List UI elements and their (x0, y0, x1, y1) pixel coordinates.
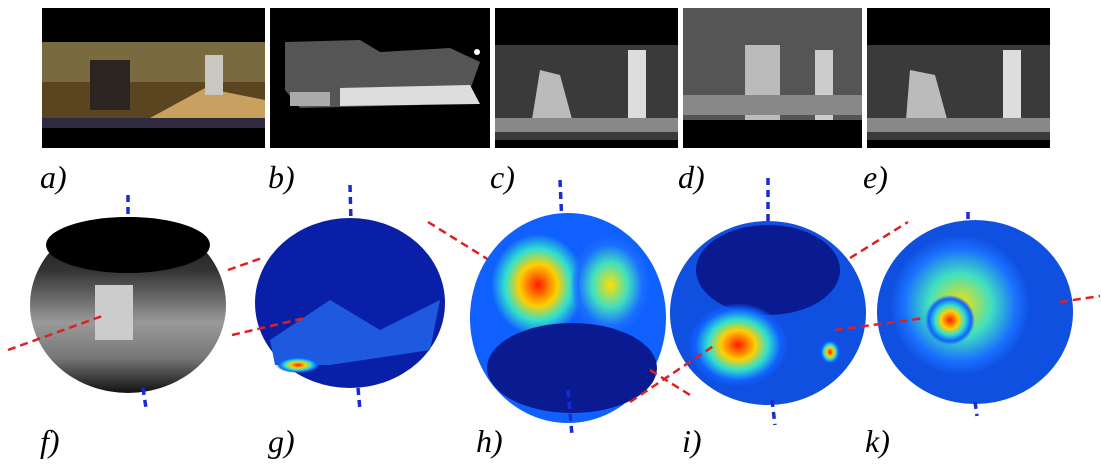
panel-label: a) (40, 159, 67, 195)
panel-c-image (495, 8, 678, 148)
panel-label: e) (863, 159, 888, 195)
panel-f-sphere (8, 195, 262, 408)
panel-label: c) (490, 159, 515, 195)
panel-b-image (270, 8, 490, 148)
panel-g-sphere (232, 185, 445, 410)
panel-label: f) (40, 423, 60, 459)
panel-h-sphere (428, 180, 690, 435)
panel-i-sphere (630, 178, 908, 425)
panel-label: i) (682, 423, 702, 459)
panel-a-image (42, 8, 265, 148)
panel-label: k) (865, 423, 890, 459)
panel-label: g) (268, 423, 295, 459)
panel-e-image (867, 8, 1050, 148)
panel-label: d) (678, 159, 705, 195)
panel-label: b) (268, 159, 295, 195)
panel-label: h) (476, 423, 503, 459)
panel-d-image (683, 8, 862, 148)
figure: a) b) c) d) e) f) g) h) i) k) (0, 0, 1101, 465)
